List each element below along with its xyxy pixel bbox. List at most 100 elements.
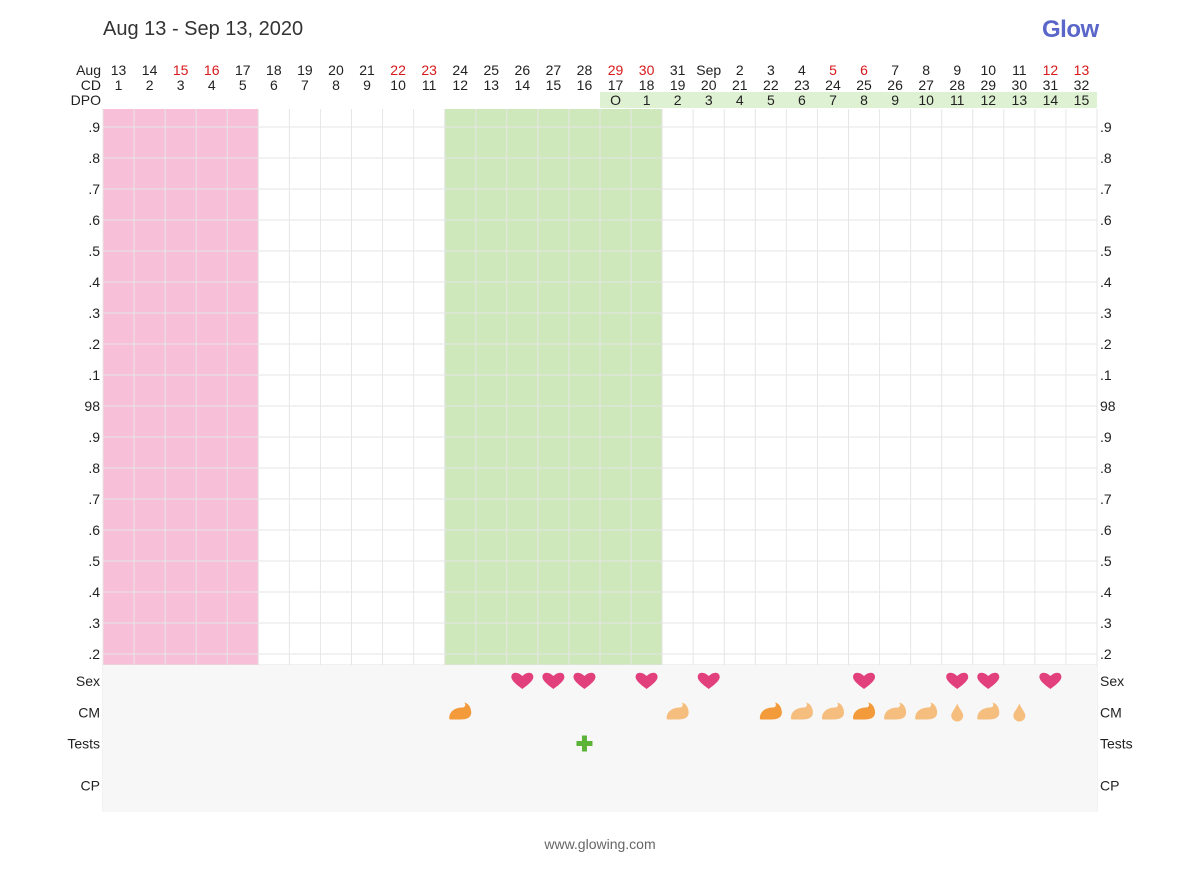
temp-label-right: .9 [1100, 119, 1112, 135]
date-label: 2 [736, 62, 744, 78]
cycle-day-label: 30 [1012, 77, 1028, 93]
creamy-cm-icon [821, 702, 844, 720]
heart-icon [697, 672, 720, 689]
dpo-label: O [610, 92, 621, 108]
cycle-day-label: 23 [794, 77, 810, 93]
dpo-label: 1 [643, 92, 651, 108]
cycle-day-label: 10 [390, 77, 406, 93]
dpo-label: 7 [829, 92, 837, 108]
cycle-day-label: 12 [452, 77, 468, 93]
header-rows: AugCDDPO13114215316417518619720821922102… [71, 62, 1090, 108]
date-label: 24 [452, 62, 468, 78]
grid [102, 109, 1098, 812]
row-label-tests-right: Tests [1100, 736, 1133, 752]
temperature-axis: .9 .9 .8 .8 .7 .7 .6 .6 .5 .5 .4 .4 .3 .3 .2 .2 .1 .1 98 98… [67, 119, 1132, 794]
temp-label-left: .9 [88, 119, 100, 135]
row-label-tests-left: Tests [67, 736, 100, 752]
date-label: 13 [111, 62, 127, 78]
dpo-label: 15 [1074, 92, 1090, 108]
cycle-day-label: 31 [1043, 77, 1059, 93]
temp-label-right: .5 [1100, 553, 1112, 569]
temp-label-left: .7 [88, 491, 100, 507]
temp-label-right: .9 [1100, 429, 1112, 445]
heart-icon [1039, 672, 1062, 689]
cycle-day-label: 19 [670, 77, 686, 93]
cd-row-label: CD [81, 77, 101, 93]
temp-label-left: .3 [88, 305, 100, 321]
temp-label-left: .2 [88, 646, 100, 662]
temp-label-right: .7 [1100, 181, 1112, 197]
temp-label-left: .7 [88, 181, 100, 197]
date-label: 9 [953, 62, 961, 78]
cycle-day-label: 9 [363, 77, 371, 93]
date-label: 21 [359, 62, 375, 78]
chart-title: Aug 13 - Sep 13, 2020 [103, 18, 304, 40]
temp-label-left: .1 [88, 367, 100, 383]
temp-label-left: .5 [88, 243, 100, 259]
cycle-day-label: 2 [146, 77, 154, 93]
cycle-day-label: 5 [239, 77, 247, 93]
row-label-sex-left: Sex [76, 673, 100, 689]
temp-label-right: .8 [1100, 460, 1112, 476]
cycle-day-label: 24 [825, 77, 841, 93]
date-row-label: Aug [76, 62, 101, 78]
dpo-label: 4 [736, 92, 744, 108]
creamy-cm-icon [449, 702, 472, 720]
row-label-cp-right: CP [1100, 778, 1119, 794]
temp-label-left: .3 [88, 615, 100, 631]
creamy-cm-icon [977, 702, 1000, 720]
temp-label-left: 98 [84, 398, 100, 414]
date-label: 16 [204, 62, 220, 78]
date-label: 11 [1012, 62, 1027, 78]
event-rows [103, 665, 1097, 812]
cycle-day-label: 14 [515, 77, 531, 93]
temp-label-left: .2 [88, 336, 100, 352]
creamy-cm-icon [759, 702, 782, 720]
fertile-band [444, 109, 663, 665]
date-label: 14 [142, 62, 158, 78]
dpo-label: 10 [918, 92, 934, 108]
cycle-day-label: 17 [608, 77, 624, 93]
temp-label-right: .8 [1100, 150, 1112, 166]
cycle-day-label: 13 [483, 77, 499, 93]
cycle-day-label: 1 [115, 77, 123, 93]
date-label: 28 [577, 62, 593, 78]
dpo-label: 2 [674, 92, 682, 108]
cycle-day-label: 3 [177, 77, 185, 93]
footer-link[interactable]: www.glowing.com [544, 836, 656, 852]
temp-label-left: .4 [88, 584, 100, 600]
date-label: 6 [860, 62, 868, 78]
cycle-day-label: 21 [732, 77, 748, 93]
date-label: 20 [328, 62, 344, 78]
row-label-cp-left: CP [81, 778, 100, 794]
cycle-day-label: 6 [270, 77, 278, 93]
cycle-day-label: 22 [763, 77, 779, 93]
date-label: 26 [515, 62, 531, 78]
dpo-band [600, 92, 1097, 108]
cycle-day-label: 4 [208, 77, 216, 93]
dpo-row-label: DPO [71, 92, 101, 108]
temp-label-right: .5 [1100, 243, 1112, 259]
fertility-chart: AugCDDPO13114215316417518619720821922102… [67, 62, 1133, 812]
dpo-label: 8 [860, 92, 868, 108]
cycle-day-label: 18 [639, 77, 655, 93]
cycle-day-label: 25 [856, 77, 872, 93]
heart-icon [977, 672, 1000, 689]
temp-label-left: .8 [88, 460, 100, 476]
dpo-label: 13 [1012, 92, 1028, 108]
date-label: 13 [1074, 62, 1090, 78]
dpo-label: 5 [767, 92, 775, 108]
dpo-label: 14 [1043, 92, 1059, 108]
watery-cm-icon [951, 703, 964, 722]
heart-icon [511, 672, 534, 689]
row-label-sex-right: Sex [1100, 673, 1124, 689]
creamy-cm-icon [853, 702, 876, 720]
temp-label-right: .3 [1100, 615, 1112, 631]
temp-label-right: .4 [1100, 584, 1112, 600]
creamy-cm-icon [884, 702, 907, 720]
date-label: Sep [696, 62, 721, 78]
temp-label-left: .9 [88, 429, 100, 445]
cycle-day-label: 20 [701, 77, 717, 93]
date-label: 22 [390, 62, 406, 78]
creamy-cm-icon [915, 702, 938, 720]
